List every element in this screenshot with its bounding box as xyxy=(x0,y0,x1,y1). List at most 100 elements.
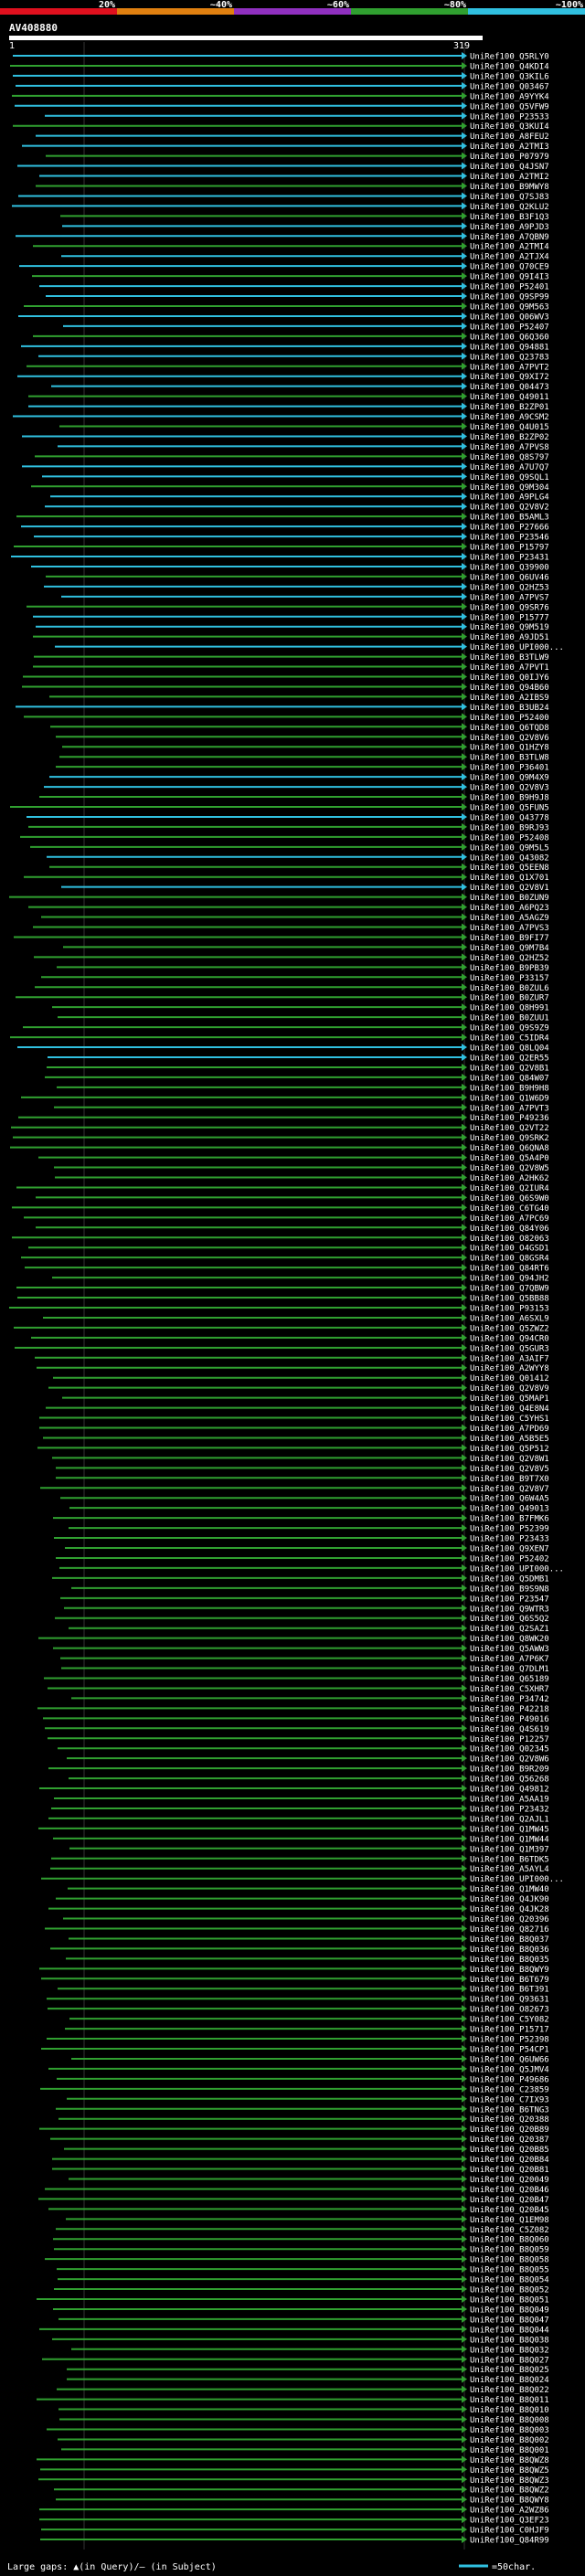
hit-label[interactable]: UniRef100_P23433 xyxy=(470,1535,549,1544)
hit-label[interactable]: UniRef100_Q9SR76 xyxy=(470,603,549,612)
hit-label[interactable]: UniRef100_Q43778 xyxy=(470,813,549,822)
hit-label[interactable]: UniRef100_Q20B46 xyxy=(470,2186,549,2195)
hit-label[interactable]: UniRef100_B8Q052 xyxy=(470,2286,549,2295)
hit-label[interactable]: UniRef100_Q03467 xyxy=(470,82,549,91)
hit-label[interactable]: UniRef100_Q0IJY6 xyxy=(470,673,549,683)
hit-label[interactable]: UniRef100_P15797 xyxy=(470,544,549,553)
hit-label[interactable]: UniRef100_Q7DLM1 xyxy=(470,1665,549,1674)
hit-label[interactable]: UniRef100_B8Q010 xyxy=(470,2406,549,2415)
hit-label[interactable]: UniRef100_Q1MW45 xyxy=(470,1825,549,1834)
hit-label[interactable]: UniRef100_B9H9J8 xyxy=(470,794,549,803)
hit-label[interactable]: UniRef100_Q01412 xyxy=(470,1374,549,1383)
hit-label[interactable]: UniRef100_O82673 xyxy=(470,2006,549,2015)
hit-label[interactable]: UniRef100_Q8S797 xyxy=(470,453,549,462)
hit-label[interactable]: UniRef100_C5IDR4 xyxy=(470,1034,549,1044)
hit-label[interactable]: UniRef100_B9H9H8 xyxy=(470,1084,549,1093)
hit-label[interactable]: UniRef100_P52408 xyxy=(470,833,549,843)
hit-label[interactable]: UniRef100_Q84Y06 xyxy=(470,1224,549,1234)
hit-label[interactable]: UniRef100_Q5VFW9 xyxy=(470,102,549,111)
hit-label[interactable]: UniRef100_B8Q054 xyxy=(470,2276,549,2285)
hit-label[interactable]: UniRef100_B8Q058 xyxy=(470,2256,549,2265)
hit-label[interactable]: UniRef100_Q9M7B4 xyxy=(470,944,549,953)
hit-label[interactable]: UniRef100_B0ZUR7 xyxy=(470,994,549,1003)
hit-label[interactable]: UniRef100_B9MWY8 xyxy=(470,183,549,192)
hit-label[interactable]: UniRef100_B8Q036 xyxy=(470,1945,549,1955)
hit-label[interactable]: UniRef100_Q5DMB1 xyxy=(470,1574,549,1584)
hit-label[interactable]: UniRef100_C5XHR7 xyxy=(470,1685,549,1694)
hit-label[interactable]: UniRef100_B8Q011 xyxy=(470,2396,549,2405)
hit-label[interactable]: UniRef100_Q49011 xyxy=(470,393,549,402)
hit-label[interactable]: UniRef100_Q9XI72 xyxy=(470,373,549,382)
hit-label[interactable]: UniRef100_P34742 xyxy=(470,1695,549,1704)
hit-label[interactable]: UniRef100_Q7QBW9 xyxy=(470,1285,549,1294)
hit-label[interactable]: UniRef100_B6TDK5 xyxy=(470,1855,549,1864)
hit-label[interactable]: UniRef100_B8Q047 xyxy=(470,2316,549,2325)
hit-label[interactable]: UniRef100_Q9M5L5 xyxy=(470,843,549,853)
hit-label[interactable]: UniRef100_Q94CR0 xyxy=(470,1334,549,1343)
hit-label[interactable]: UniRef100_Q8WK20 xyxy=(470,1635,549,1644)
hit-label[interactable]: UniRef100_A6PQ23 xyxy=(470,904,549,913)
hit-label[interactable]: UniRef100_Q2V8W5 xyxy=(470,1164,549,1173)
hit-label[interactable]: UniRef100_Q5P512 xyxy=(470,1445,549,1454)
hit-label[interactable]: UniRef100_A2IBS9 xyxy=(470,694,549,703)
hit-label[interactable]: UniRef100_B8Q060 xyxy=(470,2236,549,2245)
hit-label[interactable]: UniRef100_Q2V8V2 xyxy=(470,504,549,513)
hit-label[interactable]: UniRef100_Q9SQL1 xyxy=(470,473,549,482)
hit-label[interactable]: UniRef100_Q1HZY8 xyxy=(470,744,549,753)
hit-label[interactable]: UniRef100_Q2HZ52 xyxy=(470,954,549,963)
hit-label[interactable]: UniRef100_Q39900 xyxy=(470,563,549,572)
hit-label[interactable]: UniRef100_Q3KUI4 xyxy=(470,122,549,132)
hit-label[interactable]: UniRef100_Q9M304 xyxy=(470,483,549,493)
hit-label[interactable]: UniRef100_Q94JH2 xyxy=(470,1275,549,1284)
hit-label[interactable]: UniRef100_Q04473 xyxy=(470,383,549,392)
hit-label[interactable]: UniRef100_C5YHS1 xyxy=(470,1415,549,1424)
hit-label[interactable]: UniRef100_C0HJF9 xyxy=(470,2527,549,2536)
hit-label[interactable]: UniRef100_B8Q044 xyxy=(470,2326,549,2335)
hit-label[interactable]: UniRef100_B8Q008 xyxy=(470,2416,549,2425)
hit-label[interactable]: UniRef100_Q43082 xyxy=(470,853,549,863)
hit-label[interactable]: UniRef100_B6T679 xyxy=(470,1976,549,1985)
hit-label[interactable]: UniRef100_B3TLW8 xyxy=(470,754,549,763)
hit-label[interactable]: UniRef100_Q5BB88 xyxy=(470,1295,549,1304)
hit-label[interactable]: UniRef100_O4GSD1 xyxy=(470,1245,549,1254)
hit-label[interactable]: UniRef100_P49016 xyxy=(470,1715,549,1724)
hit-label[interactable]: UniRef100_B5AML3 xyxy=(470,514,549,523)
hit-label[interactable]: UniRef100_Q5GUR3 xyxy=(470,1344,549,1353)
hit-label[interactable]: UniRef100_A9JD51 xyxy=(470,633,549,642)
hit-label[interactable]: UniRef100_Q6W4A5 xyxy=(470,1495,549,1504)
hit-label[interactable]: UniRef100_Q6UV46 xyxy=(470,573,549,582)
hit-label[interactable]: UniRef100_A2TMI2 xyxy=(470,173,549,182)
hit-label[interactable]: UniRef100_Q5MAP1 xyxy=(470,1394,549,1404)
hit-label[interactable]: UniRef100_Q2KLU2 xyxy=(470,203,549,212)
hit-label[interactable]: UniRef100_A2TMI3 xyxy=(470,143,549,152)
hit-label[interactable]: UniRef100_Q2V8W6 xyxy=(470,1755,549,1765)
hit-label[interactable]: UniRef100_P49686 xyxy=(470,2075,549,2084)
hit-label[interactable]: UniRef100_Q4S619 xyxy=(470,1725,549,1734)
hit-label[interactable]: UniRef100_P23546 xyxy=(470,534,549,543)
hit-label[interactable]: UniRef100_A6SXL9 xyxy=(470,1314,549,1323)
hit-label[interactable]: UniRef100_P93153 xyxy=(470,1304,549,1313)
hit-label[interactable]: UniRef100_P23431 xyxy=(470,553,549,562)
hit-label[interactable]: UniRef100_B8Q003 xyxy=(470,2426,549,2435)
hit-label[interactable]: UniRef100_B2ZP02 xyxy=(470,433,549,442)
hit-label[interactable]: UniRef100_A3AIF7 xyxy=(470,1354,549,1363)
hit-label[interactable]: UniRef100_Q2V8V9 xyxy=(470,1384,549,1394)
hit-label[interactable]: UniRef100_Q94881 xyxy=(470,343,549,352)
hit-label[interactable]: UniRef100_UPI000... xyxy=(470,643,564,652)
hit-label[interactable]: UniRef100_Q2V8V3 xyxy=(470,784,549,793)
hit-label[interactable]: UniRef100_A8FEU2 xyxy=(470,133,549,142)
hit-label[interactable]: UniRef100_C23859 xyxy=(470,2085,549,2094)
hit-label[interactable]: UniRef100_Q1M397 xyxy=(470,1845,549,1854)
hit-label[interactable]: UniRef100_Q93631 xyxy=(470,1996,549,2005)
hit-label[interactable]: UniRef100_Q3KIL6 xyxy=(470,72,549,81)
hit-label[interactable]: UniRef100_P49236 xyxy=(470,1114,549,1123)
hit-label[interactable]: UniRef100_B8QWZ2 xyxy=(470,2486,549,2496)
hit-label[interactable]: UniRef100_Q9M519 xyxy=(470,623,549,632)
hit-label[interactable]: UniRef100_A2TJX4 xyxy=(470,253,549,262)
hit-label[interactable]: UniRef100_Q6S9W0 xyxy=(470,1194,549,1203)
hit-label[interactable]: UniRef100_B9R209 xyxy=(470,1765,549,1775)
hit-label[interactable]: UniRef100_A5AGZ9 xyxy=(470,914,549,923)
hit-label[interactable]: UniRef100_A7PVT3 xyxy=(470,1104,549,1113)
hit-label[interactable]: UniRef100_Q8GSR4 xyxy=(470,1255,549,1264)
hit-label[interactable]: UniRef100_B9S9N8 xyxy=(470,1585,549,1594)
